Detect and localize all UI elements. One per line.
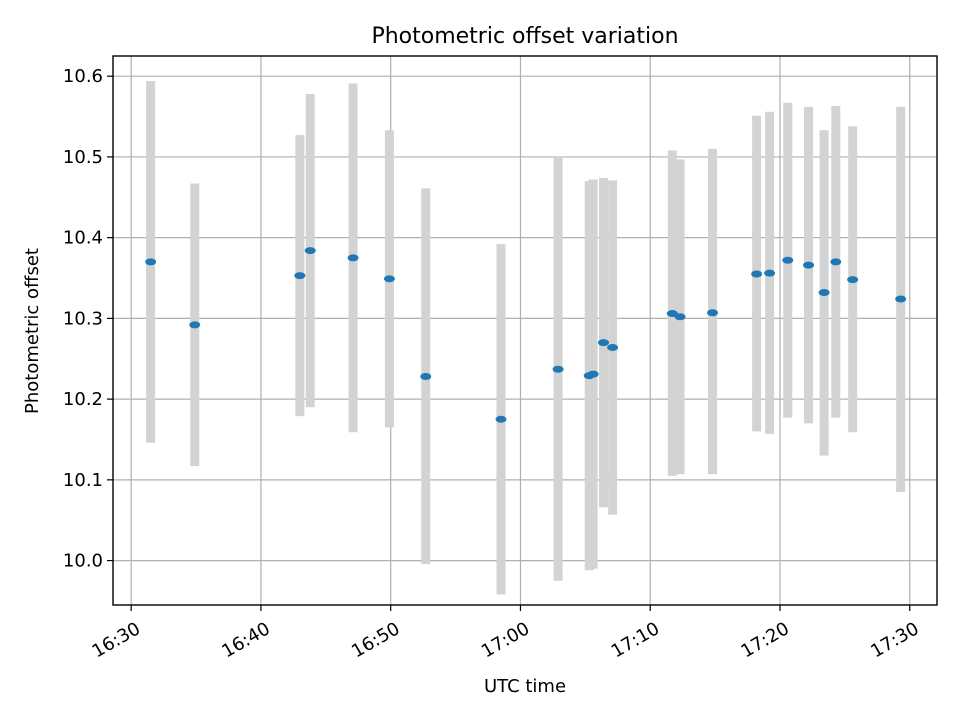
data-point <box>495 415 507 423</box>
plot-frame <box>112 55 938 606</box>
data-point <box>347 254 359 262</box>
data-point <box>666 310 678 318</box>
grid-lines <box>113 56 937 605</box>
data-point <box>830 258 842 266</box>
data-point <box>803 261 815 269</box>
data-point <box>145 258 157 266</box>
data-point <box>587 370 599 378</box>
data-point <box>420 373 432 381</box>
data-point <box>895 295 907 303</box>
data-point <box>552 365 564 373</box>
data-point <box>189 321 201 329</box>
data-point <box>607 343 619 351</box>
data-point <box>598 339 610 347</box>
y-tick-label: 10.4 <box>63 228 103 249</box>
data-point <box>304 247 316 255</box>
y-tick-label: 10.6 <box>63 66 103 87</box>
data-point <box>707 309 719 317</box>
data-point <box>782 256 794 264</box>
data-point <box>818 289 830 297</box>
data-point <box>764 269 776 277</box>
y-axis-label: Photometric offset <box>22 248 43 414</box>
y-tick-label: 10.0 <box>63 551 103 572</box>
y-tick-label: 10.5 <box>63 147 103 168</box>
y-tick-label: 10.2 <box>63 389 103 410</box>
data-point <box>294 272 306 280</box>
data-points <box>145 247 907 423</box>
data-point <box>847 276 859 284</box>
data-point <box>674 313 686 321</box>
x-axis-label: UTC time <box>484 676 566 697</box>
data-point <box>383 275 395 283</box>
data-point <box>751 270 763 278</box>
y-tick-label: 10.3 <box>63 308 103 329</box>
y-tick-label: 10.1 <box>63 470 103 491</box>
chart-title: Photometric offset variation <box>371 24 678 49</box>
